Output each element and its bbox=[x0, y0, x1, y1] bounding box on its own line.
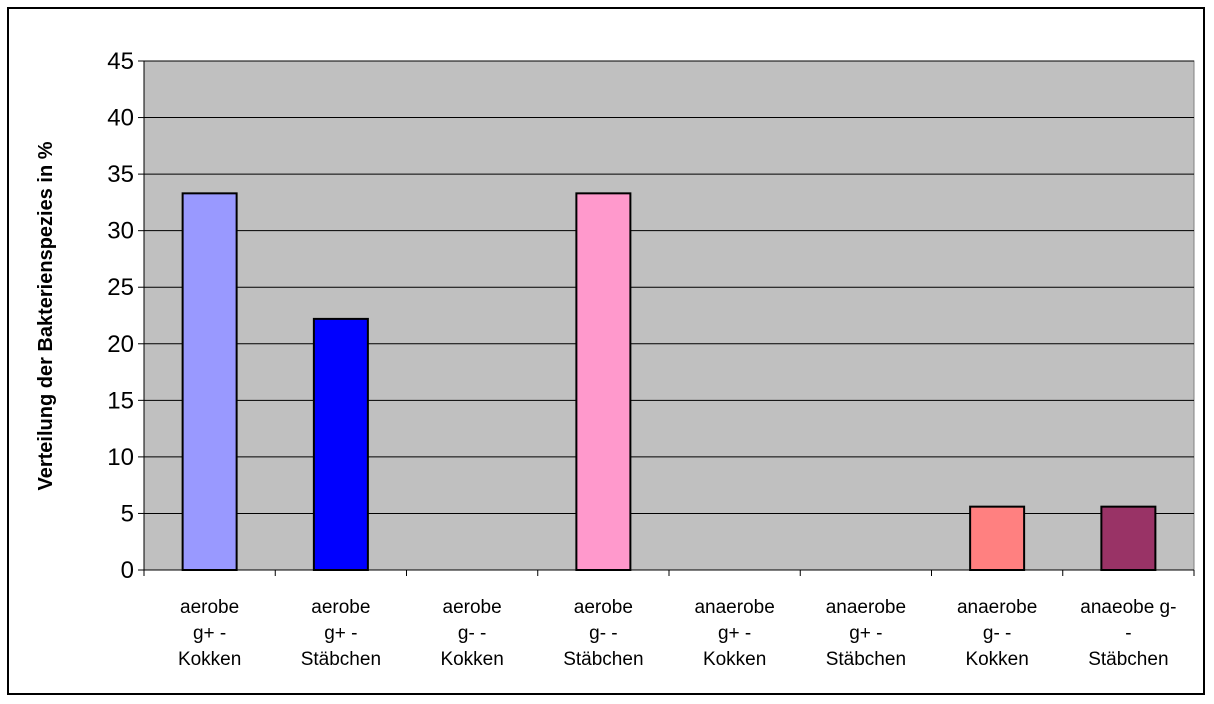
bar bbox=[312, 317, 369, 572]
bar bbox=[575, 192, 632, 571]
x-category-label-line: g+ - bbox=[324, 623, 357, 644]
x-category-label-line: aerobe bbox=[574, 597, 633, 618]
x-category-label-line: g+ - bbox=[718, 623, 751, 644]
x-category-label-line: aerobe bbox=[180, 597, 239, 618]
y-tick-label: 25 bbox=[107, 274, 134, 301]
x-category-label-line: Kokken bbox=[440, 649, 503, 670]
x-category-label-line: anaerobe bbox=[957, 597, 1037, 618]
x-category-label-line: Stäbchen bbox=[1088, 649, 1168, 670]
x-category-label-line: Kokken bbox=[965, 649, 1028, 670]
y-tick-label: 20 bbox=[107, 331, 134, 358]
bars bbox=[181, 192, 1157, 572]
x-category-label-line: g+ - bbox=[193, 623, 226, 644]
x-category-label-line: g- - bbox=[589, 623, 618, 644]
x-category-label-line: Kokken bbox=[178, 649, 241, 670]
x-category-label-line: Stäbchen bbox=[826, 649, 906, 670]
x-category-label-line: g- - bbox=[983, 623, 1012, 644]
y-tick-label: 30 bbox=[107, 218, 134, 245]
y-ticks: 0 5 10 15 20 25 30 35 40 45 bbox=[107, 48, 144, 584]
y-tick-label: 35 bbox=[107, 161, 134, 188]
y-tick-label: 0 bbox=[121, 557, 134, 584]
x-category-label-line: aerobe bbox=[311, 597, 370, 618]
y-tick-label: 40 bbox=[107, 105, 134, 132]
bar bbox=[181, 192, 238, 571]
x-category-label-line: Kokken bbox=[703, 649, 766, 670]
y-tick-label: 10 bbox=[107, 444, 134, 471]
x-category-label-line: anaerobe bbox=[826, 597, 906, 618]
bar bbox=[969, 505, 1026, 571]
x-category-label-line: Stäbchen bbox=[301, 649, 381, 670]
x-category-label: anaerobe g- - Kokken bbox=[957, 597, 1037, 670]
x-category-label: aerobe g- - Kokken bbox=[440, 597, 503, 670]
y-tick-label: 5 bbox=[121, 500, 134, 527]
x-ticks bbox=[143, 570, 1195, 576]
x-category-label-line: anaeobe g- bbox=[1080, 597, 1176, 618]
y-axis-title: Verteilung der Bakterienspezies in % bbox=[35, 141, 57, 490]
y-tick-label: 15 bbox=[107, 387, 134, 414]
x-category-label: anaerobe g+ - Kokken bbox=[694, 597, 774, 670]
x-category-label: anaerobe g+ - Stäbchen bbox=[826, 597, 906, 670]
bar bbox=[1100, 505, 1157, 571]
x-category-label-line: g+ - bbox=[849, 623, 882, 644]
x-category-label-line: Stäbchen bbox=[563, 649, 643, 670]
x-category-label-line: - bbox=[1125, 623, 1131, 644]
y-tick-label: 45 bbox=[107, 48, 134, 75]
x-category-label: aerobe g+ - Stäbchen bbox=[301, 597, 381, 670]
x-category-label-line: aerobe bbox=[443, 597, 502, 618]
x-category-label-line: g- - bbox=[458, 623, 487, 644]
x-category-label-line: anaerobe bbox=[694, 597, 774, 618]
x-category-label: aerobe g- - Stäbchen bbox=[563, 597, 643, 670]
plot-area bbox=[143, 60, 1195, 571]
x-category-label: aerobe g+ - Kokken bbox=[178, 597, 241, 670]
x-category-label: anaeobe g- - Stäbchen bbox=[1080, 597, 1176, 670]
